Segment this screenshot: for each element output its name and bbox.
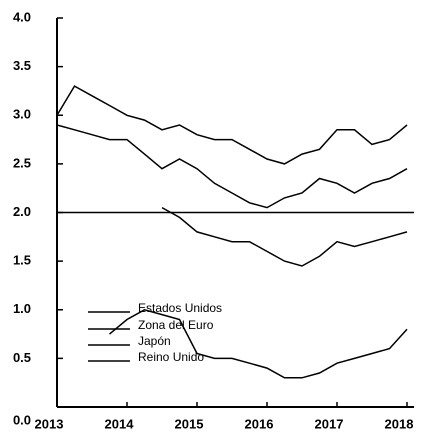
y-tick-label: 2.5 [13, 155, 31, 170]
series-line [56, 124, 408, 209]
series-line [109, 308, 408, 379]
x-tick-label: 2015 [175, 416, 204, 431]
y-tick-label: 2.0 [13, 204, 31, 219]
series-line [161, 206, 408, 267]
legend-label: Reino Unido [138, 350, 204, 364]
legend-label: Japón [138, 334, 171, 348]
y-tick-label: 3.0 [13, 107, 31, 122]
y-tick-label: 3.5 [13, 58, 31, 73]
x-tick-label: 2014 [105, 416, 135, 431]
x-tick-label: 2018 [385, 416, 414, 431]
x-tick-label: 2017 [315, 416, 344, 431]
x-tick-label: 2016 [245, 416, 274, 431]
legend-box [78, 283, 274, 403]
legend-label: Estados Unidos [138, 301, 222, 315]
y-tick-label: 1.0 [13, 301, 31, 316]
x-tick-label: 2013 [35, 416, 64, 431]
y-tick-label: 0.0 [13, 412, 31, 427]
y-tick-label: 1.5 [13, 253, 31, 268]
legend-label: Zona del Euro [138, 318, 214, 332]
series-line [56, 85, 408, 165]
y-tick-label: 0.5 [13, 350, 31, 365]
y-tick-label: 4.0 [13, 9, 31, 24]
